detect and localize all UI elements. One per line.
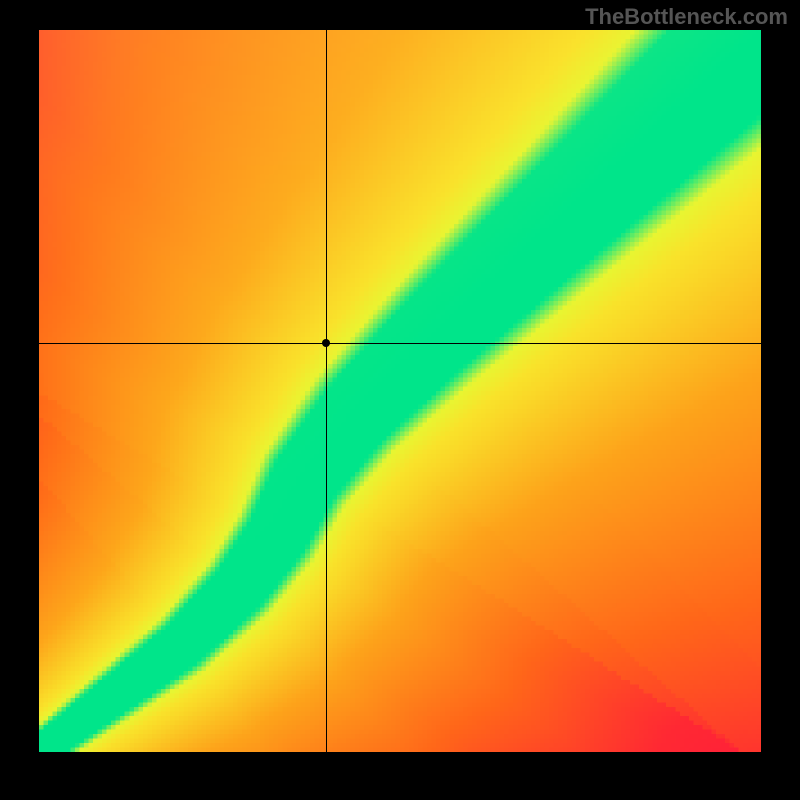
crosshair-vertical	[326, 30, 327, 752]
crosshair-horizontal	[39, 343, 761, 344]
bottleneck-heatmap	[39, 30, 761, 752]
chart-container: TheBottleneck.com	[0, 0, 800, 800]
plot-area	[39, 30, 761, 752]
attribution-label: TheBottleneck.com	[585, 4, 788, 30]
marker-point	[322, 339, 330, 347]
